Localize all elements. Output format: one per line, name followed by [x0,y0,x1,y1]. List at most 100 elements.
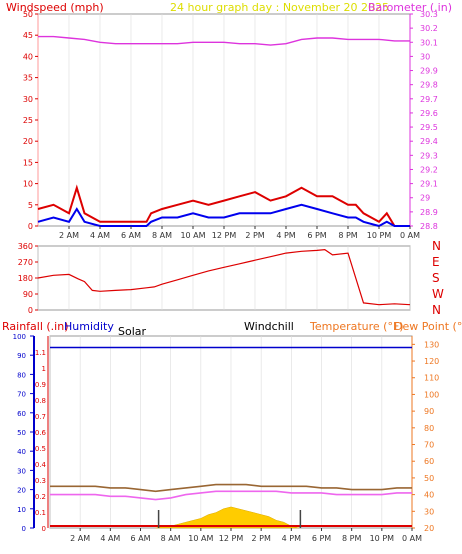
wind-time-tick-label: 8 PM [338,231,357,240]
climate-time-tick-label: 10 AM [188,534,213,543]
temperature-tick-label: 110 [424,374,439,383]
wind-time-axis: 2 AM 4 AM 6 AM 8 AM 10 AM 12 PM 2 PM 4 PM 6 PM 8 … [59,226,420,240]
rainfall-axis-label: Rainfall (.in) [2,320,69,333]
humidity-tick-label: 20 [17,487,26,495]
direction-degree-tick-label: 180 [18,274,33,283]
rainfall-tick-label: 0.8 [35,397,46,405]
climate-time-tick-label: 10 PM [370,534,395,543]
climate-time-tick-label: 0 AM [402,534,422,543]
windspeed-tick-label: 25 [23,116,33,125]
climate-time-tick-label: 6 AM [130,534,150,543]
climate-series [50,346,412,529]
rainfall-tick-label: 0.7 [35,413,46,421]
rainfall-tick-label: 1 [42,365,46,373]
rainfall-tick-label: 0.1 [35,509,46,517]
climate-time-tick-label: 4 PM [282,534,301,543]
barometer-axis: 28.8 28.9 29 29.1 29.2 29.3 29.4 29.5 29.6 29.7 29… [409,10,438,231]
wind-time-tick-label: 6 AM [121,231,141,240]
windspeed-tick-label: 50 [23,10,33,19]
direction-compass-label: N [432,303,441,317]
solar-label: Solar [118,325,147,338]
temperature-tick-label: 100 [424,390,439,399]
humidity-axis-label: Humidity [64,320,114,333]
humidity-tick-label: 50 [17,429,26,437]
climate-time-tick-label: 8 PM [342,534,361,543]
temperature-tick-label: 80 [424,424,434,433]
direction-compass-label: W [432,287,444,301]
direction-degree-tick-label: 270 [18,258,33,267]
temperature-tick-label: 90 [424,407,434,416]
windspeed-tick-label: 30 [23,95,33,104]
climate-time-tick-label: 6 PM [312,534,331,543]
temperature-axis: 20 30 40 50 60 70 80 90 100 110 120 130 [411,336,439,533]
wind-time-tick-label: 2 AM [59,231,79,240]
solar-area [155,506,299,529]
direction-compass-label: E [432,255,440,269]
direction-compass-label: N [432,239,441,253]
windspeed-tick-label: 45 [23,31,33,40]
windspeed-tick-label: 0 [28,222,33,231]
humidity-tick-label: 80 [17,371,26,379]
wind-time-tick-label: 10 AM [180,231,205,240]
barometer-tick-label: 28.8 [420,222,438,231]
wind-time-tick-label: 12 PM [212,231,237,240]
barometer-axis-label: Barometer (.in) [368,1,452,14]
temperature-tick-label: 70 [424,441,434,450]
direction-degree-tick-label: 360 [18,242,33,251]
windspeed-tick-label: 15 [23,158,33,167]
direction-panel-grid [37,246,411,310]
barometer-tick-label: 29.2 [420,165,438,174]
climate-time-tick-label: 12 PM [219,534,244,543]
temperature-tick-label: 120 [424,357,439,366]
barometer-tick-label: 29.4 [420,137,438,146]
wind-time-tick-label: 10 PM [367,231,392,240]
windspeed-tick-label: 10 [23,180,33,189]
temperature-tick-label: 130 [424,340,439,349]
climate-panel-grid [49,336,413,528]
windchill-label: Windchill [244,320,294,333]
windspeed-avg-line [37,203,410,228]
rainfall-tick-label: 0.4 [35,461,47,469]
barometer-tick-label: 30 [420,52,430,61]
barometer-tick-label: 29.3 [420,151,438,160]
humidity-axis: 0 10 20 30 40 50 60 70 80 90 100 [13,333,35,533]
wind-series [37,35,410,228]
windspeed-axis-label: Windspeed (mph) [6,1,104,14]
windspeed-axis: 0 5 10 15 20 25 30 35 40 45 50 [23,10,39,231]
wind-time-tick-label: 2 PM [245,231,264,240]
barometer-tick-label: 29.5 [420,123,438,132]
humidity-tick-label: 0 [22,525,26,533]
barometer-tick-label: 29.7 [420,95,438,104]
dewpoint-axis-label: Dew Point (°F) [394,320,462,333]
rainfall-tick-label: 0.9 [35,381,46,389]
humidity-tick-label: 30 [17,467,26,475]
wind-time-tick-label: 6 PM [307,231,326,240]
barometer-tick-label: 29 [420,194,430,203]
climate-time-tick-label: 2 PM [251,534,270,543]
climate-time-tick-label: 4 AM [100,534,120,543]
direction-degree-tick-label: 90 [23,290,33,299]
temperature-tick-label: 40 [424,491,434,500]
temperature-axis-label: Temperature (°F) [309,320,404,333]
rainfall-tick-label: 0.2 [35,493,46,501]
rainfall-tick-label: 0.5 [35,445,46,453]
temperature-tick-label: 20 [424,524,434,533]
rainfall-tick-label: 0.3 [35,477,46,485]
barometer-tick-label: 29.9 [420,67,438,76]
windspeed-tick-label: 35 [23,74,33,83]
rainfall-tick-label: 0 [42,525,46,533]
wind-time-tick-label: 4 PM [276,231,295,240]
barometer-tick-label: 29.6 [420,109,438,118]
humidity-tick-label: 60 [17,410,26,418]
humidity-tick-label: 100 [13,333,26,341]
rainfall-tick-label: 0.6 [35,429,47,437]
windspeed-tick-label: 20 [23,137,33,146]
wind-direction-line [37,248,411,306]
wind-time-tick-label: 4 AM [90,231,110,240]
temperature-line [50,483,412,493]
windspeed-tick-label: 5 [28,201,33,210]
humidity-tick-label: 90 [17,352,26,360]
barometer-tick-label: 30.1 [420,38,438,47]
climate-time-tick-label: 8 AM [161,534,181,543]
humidity-tick-label: 70 [17,391,26,399]
